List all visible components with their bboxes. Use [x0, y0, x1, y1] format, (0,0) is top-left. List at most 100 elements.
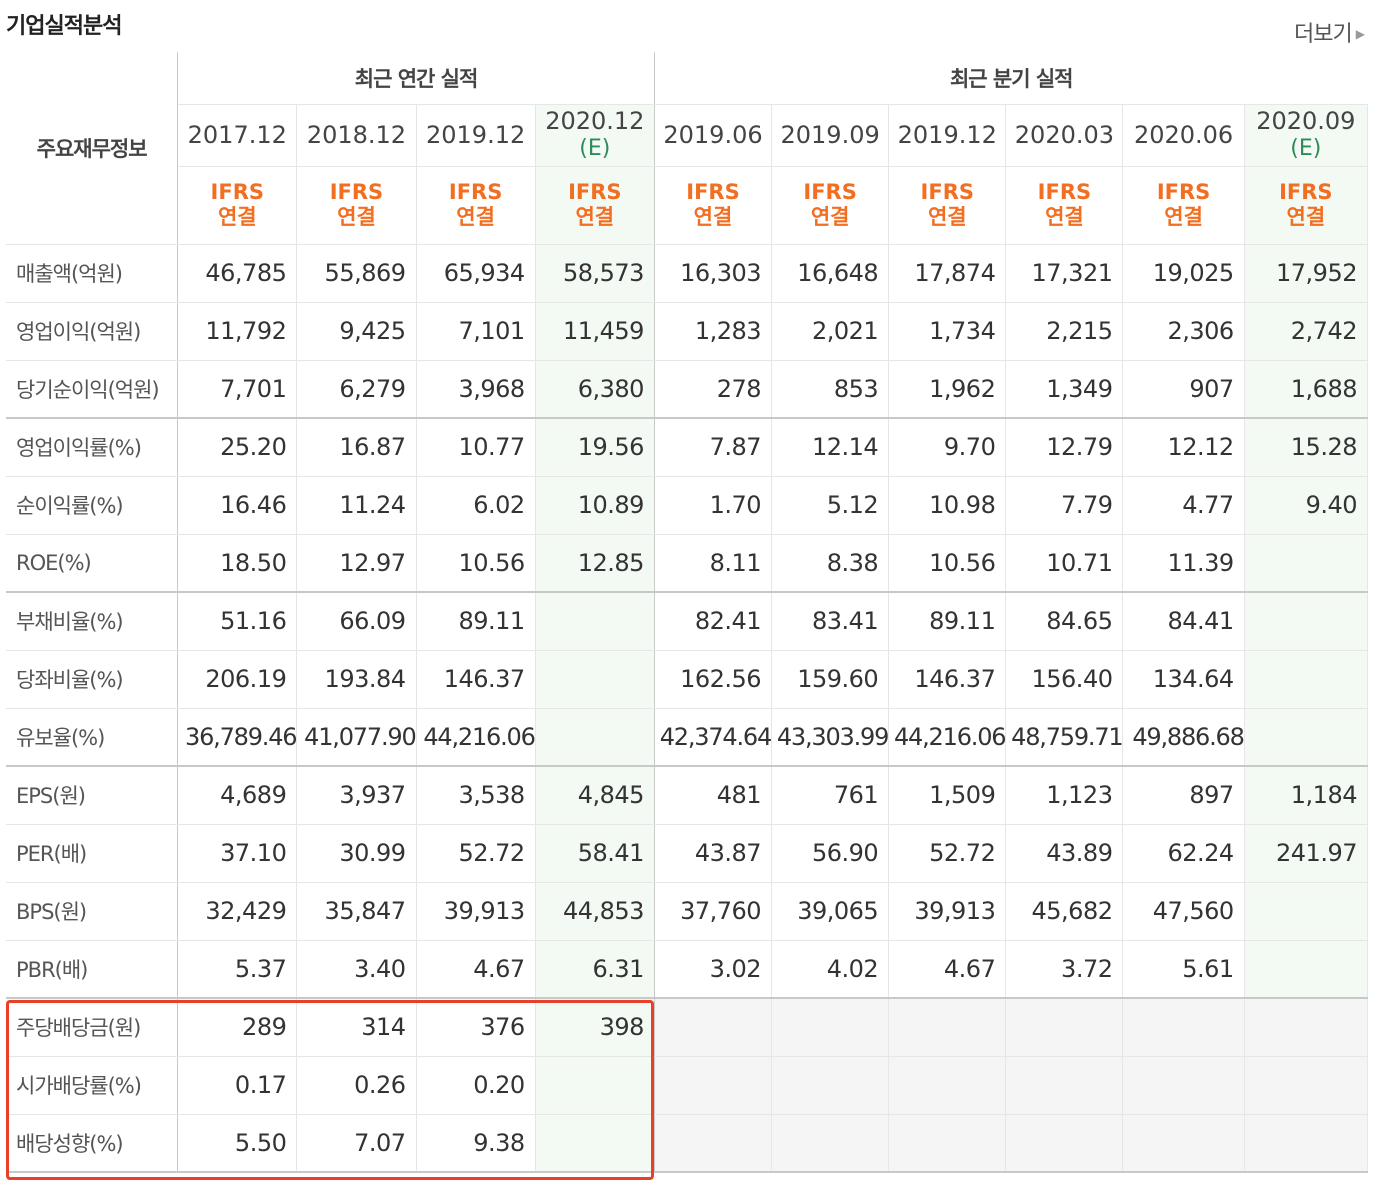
section-title: 기업실적분석 — [6, 14, 122, 39]
table-row: 순이익률(%) 16.46 11.24 6.02 10.89 1.70 5.12 10.98 7… — [6, 476, 1369, 535]
value-cell: 83.41 — [771, 592, 890, 651]
row-label: 영업이익률(%) — [6, 418, 179, 477]
value-cell — [535, 650, 655, 709]
value-cell: 32,429 — [177, 882, 298, 941]
row-label: PER(배) — [6, 824, 179, 883]
value-cell: 3.02 — [654, 940, 773, 999]
value-cell: 3.72 — [1005, 940, 1124, 999]
table-row: PER(배) 37.10 30.99 52.72 58.41 43.87 56.90 52.7… — [6, 824, 1369, 883]
value-cell: 5.50 — [177, 1114, 298, 1173]
value-cell: 6,380 — [535, 360, 655, 419]
value-cell: 42,374.64 — [654, 708, 772, 767]
period-header: 2019.09 — [771, 104, 890, 167]
value-cell: 4.67 — [888, 940, 1007, 999]
value-cell: 17,321 — [1005, 244, 1124, 303]
consolidated-label: 연결 — [575, 205, 615, 229]
value-cell: 56.90 — [771, 824, 890, 883]
value-cell: 7,701 — [177, 360, 298, 419]
value-cell — [535, 1114, 655, 1173]
value-cell: 5.37 — [177, 940, 298, 999]
value-cell: 18.50 — [177, 534, 298, 593]
ifrs-label: IFRS — [568, 180, 622, 204]
value-cell: 7.07 — [296, 1114, 417, 1173]
value-cell: 35,847 — [296, 882, 417, 941]
value-cell — [654, 998, 773, 1057]
period-date: 2020.06 — [1133, 121, 1234, 149]
table-row: 배당성향(%) 5.50 7.07 9.38 — [6, 1114, 1369, 1173]
value-cell: 3,937 — [296, 766, 417, 825]
value-cell: 2,742 — [1244, 302, 1369, 361]
value-cell: 89.11 — [888, 592, 1007, 651]
value-cell — [1244, 534, 1369, 593]
value-cell: 12.97 — [296, 534, 417, 593]
estimate-marker: (E) — [579, 136, 611, 161]
period-header: 2019.12 — [416, 104, 536, 167]
value-cell — [1244, 592, 1369, 651]
ifrs-label: IFRS — [1279, 180, 1333, 204]
value-cell: 44,216.06 — [888, 708, 1007, 767]
value-cell: 0.26 — [296, 1056, 417, 1115]
value-cell: 156.40 — [1005, 650, 1124, 709]
period-header: 2020.03 — [1005, 104, 1124, 167]
value-cell: 11,459 — [535, 302, 655, 361]
value-cell: 36,789.46 — [177, 708, 298, 767]
value-cell — [888, 1114, 1007, 1173]
period-header: 2020.09 (E) — [1244, 104, 1369, 167]
ifrs-header: IFRS 연결 — [1244, 166, 1369, 245]
value-cell: 11,792 — [177, 302, 298, 361]
ifrs-header: IFRS 연결 — [888, 166, 1007, 245]
value-cell: 16.46 — [177, 476, 298, 535]
value-cell — [1244, 1114, 1369, 1173]
period-header: 2017.12 — [177, 104, 298, 167]
period-date: 2017.12 — [187, 121, 287, 149]
value-cell — [1122, 1056, 1245, 1115]
consolidated-label: 연결 — [693, 205, 733, 229]
value-cell: 2,215 — [1005, 302, 1124, 361]
value-cell: 398 — [535, 998, 655, 1057]
value-cell: 43.89 — [1005, 824, 1124, 883]
value-cell: 16,303 — [654, 244, 773, 303]
value-cell: 43.87 — [654, 824, 773, 883]
value-cell: 5.12 — [771, 476, 890, 535]
value-cell: 19,025 — [1122, 244, 1245, 303]
value-cell: 2,306 — [1122, 302, 1245, 361]
ifrs-header: IFRS 연결 — [654, 166, 773, 245]
row-label: 순이익률(%) — [6, 476, 179, 535]
value-cell: 39,913 — [416, 882, 536, 941]
period-date: 2020.09 — [1256, 107, 1356, 135]
value-cell: 6.02 — [416, 476, 536, 535]
value-cell — [1244, 1056, 1369, 1115]
ifrs-header: IFRS 연결 — [1005, 166, 1124, 245]
ifrs-label: IFRS — [210, 180, 264, 204]
value-cell: 48,759.71 — [1005, 708, 1124, 767]
value-cell — [771, 998, 890, 1057]
value-cell: 10.71 — [1005, 534, 1124, 593]
row-label: 배당성향(%) — [6, 1114, 179, 1173]
value-cell: 10.98 — [888, 476, 1007, 535]
value-cell: 12.12 — [1122, 418, 1245, 477]
ifrs-label: IFRS — [448, 180, 503, 204]
value-cell — [1122, 998, 1245, 1057]
ifrs-label: IFRS — [1037, 180, 1092, 204]
value-cell: 9.38 — [416, 1114, 536, 1173]
value-cell: 481 — [654, 766, 773, 825]
more-link[interactable]: 더보기 ▶ — [1294, 16, 1365, 48]
table-row: BPS(원) 32,429 35,847 39,913 44,853 37,760 39,0… — [6, 882, 1369, 941]
value-cell — [654, 1056, 773, 1115]
value-cell: 0.20 — [416, 1056, 536, 1115]
value-cell: 44,853 — [535, 882, 655, 941]
ifrs-header: IFRS 연결 — [296, 166, 417, 245]
value-cell: 10.56 — [416, 534, 536, 593]
ifrs-header: IFRS 연결 — [535, 166, 655, 245]
value-cell: 66.09 — [296, 592, 417, 651]
row-label: 매출액(억원) — [6, 244, 179, 303]
value-cell: 49,886.68 — [1122, 708, 1245, 767]
value-cell: 1,283 — [654, 302, 773, 361]
value-cell: 7,101 — [416, 302, 536, 361]
ifrs-label: IFRS — [329, 180, 384, 204]
value-cell: 17,952 — [1244, 244, 1369, 303]
ifrs-header: IFRS 연결 — [177, 166, 298, 245]
value-cell: 12.14 — [771, 418, 890, 477]
value-cell: 11.39 — [1122, 534, 1245, 593]
value-cell: 5.61 — [1122, 940, 1245, 999]
